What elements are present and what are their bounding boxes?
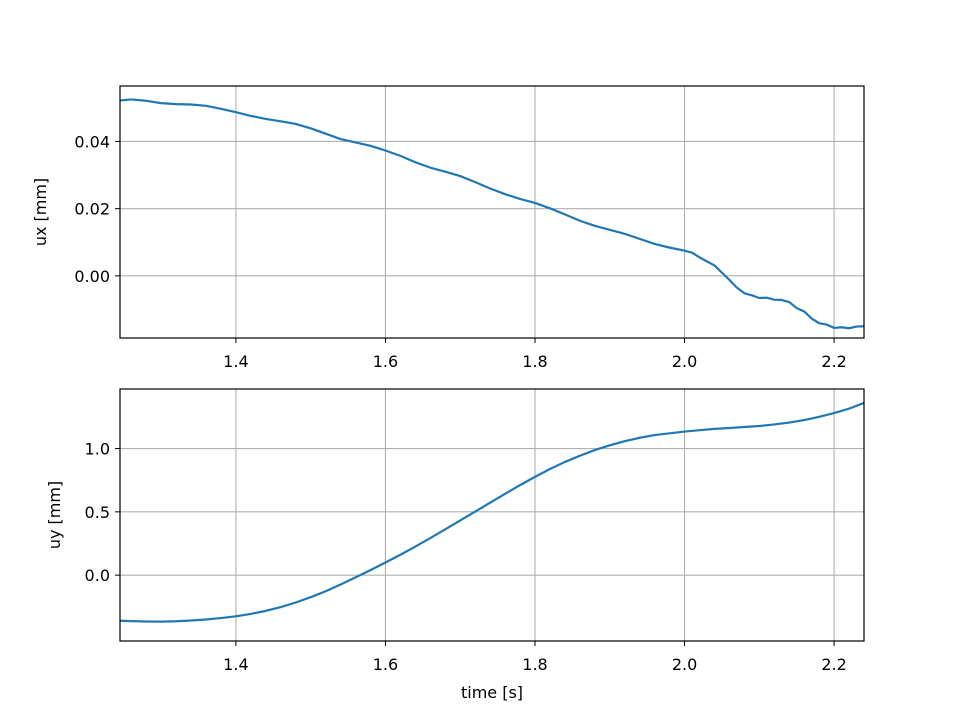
ux-xtick-label: 1.4 — [223, 352, 248, 371]
uy-ytick-label: 0.5 — [85, 503, 110, 522]
ux-panel: ux [mm] 1.4 1.6 1.8 2.0 2.2 0.00 0.02 0.04 — [31, 85, 865, 371]
uy-xtick-label: 1.6 — [373, 655, 398, 674]
uy-ticks: 1.4 1.6 1.8 2.0 2.2 0.0 0.5 1.0 — [85, 440, 847, 674]
uy-xtick-label: 1.4 — [223, 655, 248, 674]
ux-grid — [120, 86, 864, 338]
ux-axes-frame — [119, 85, 865, 339]
uy-panel: uy [mm] time [s] 1.4 1.6 1.8 2.0 2.20.00.51.… — [45, 388, 865, 702]
ux-ticks: 1.4 1.6 1.8 2.0 2.2 0.00 0.02 0.04 — [74, 132, 846, 371]
ux-xtick-label: 2.2 — [821, 352, 846, 371]
uy-ylabel: uy [mm] — [45, 481, 64, 549]
uy-axes-frame — [119, 388, 865, 642]
ux-ytick-label: 0.00 — [74, 267, 110, 286]
uy-xtick-label: 2.2 — [821, 655, 846, 674]
ux-ytick-label: 0.02 — [74, 200, 110, 219]
uy-series-line — [120, 401, 864, 623]
ux-xtick-label: 1.6 — [373, 352, 398, 371]
uy-ytick-label: 1.0 — [85, 440, 110, 459]
ux-ytick-label: 0.04 — [74, 132, 110, 151]
uy-ytick-label: 0.0 — [85, 566, 110, 585]
ux-series-line — [120, 98, 864, 330]
uy-xlabel: time [s] — [461, 683, 523, 702]
uy-xtick-label: 1.8 — [522, 655, 547, 674]
ux-ylabel: ux [mm] — [31, 178, 50, 246]
uy-grid — [120, 389, 864, 641]
uy-xtick-label: 2.0 — [672, 655, 697, 674]
ux-xtick-label: 2.0 — [672, 352, 697, 371]
ux-xtick-label: 1.8 — [522, 352, 547, 371]
